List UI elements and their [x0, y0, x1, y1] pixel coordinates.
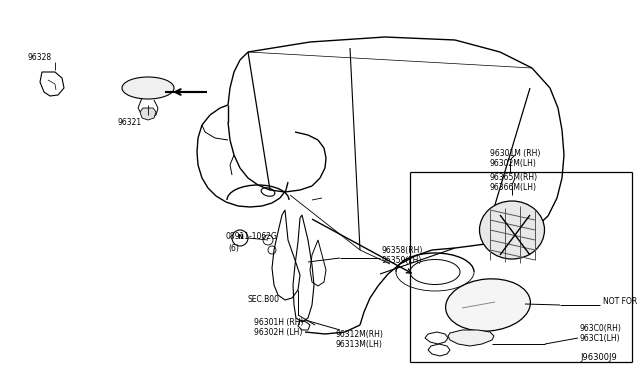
- Text: 963C0(RH): 963C0(RH): [580, 324, 622, 333]
- Text: (6): (6): [228, 244, 239, 253]
- Ellipse shape: [479, 201, 545, 259]
- Text: N: N: [237, 234, 243, 240]
- Ellipse shape: [122, 77, 174, 99]
- Text: 96301H (RH): 96301H (RH): [254, 318, 303, 327]
- Polygon shape: [140, 108, 156, 120]
- Text: 96302H (LH): 96302H (LH): [254, 328, 302, 337]
- Text: 963C1(LH): 963C1(LH): [580, 334, 621, 343]
- Ellipse shape: [445, 279, 531, 331]
- Text: 08911-1062G: 08911-1062G: [226, 232, 278, 241]
- Circle shape: [232, 230, 248, 246]
- Text: 96365M(RH): 96365M(RH): [490, 173, 538, 182]
- Text: 96313M(LH): 96313M(LH): [335, 340, 382, 349]
- Text: 96312M(RH): 96312M(RH): [335, 330, 383, 339]
- Text: 96301M (RH): 96301M (RH): [490, 149, 540, 158]
- Text: NOT FOR SALE: NOT FOR SALE: [603, 298, 640, 307]
- Text: 96321: 96321: [118, 118, 142, 127]
- Text: J96300J9: J96300J9: [580, 353, 617, 362]
- Text: 96358(RH): 96358(RH): [382, 246, 424, 255]
- Text: 96366M(LH): 96366M(LH): [490, 183, 537, 192]
- Text: 96359(LH): 96359(LH): [382, 256, 422, 265]
- Polygon shape: [448, 330, 494, 346]
- Text: SEC.B00: SEC.B00: [248, 295, 280, 304]
- Text: 96302M(LH): 96302M(LH): [490, 159, 537, 168]
- Text: 96328: 96328: [28, 53, 52, 62]
